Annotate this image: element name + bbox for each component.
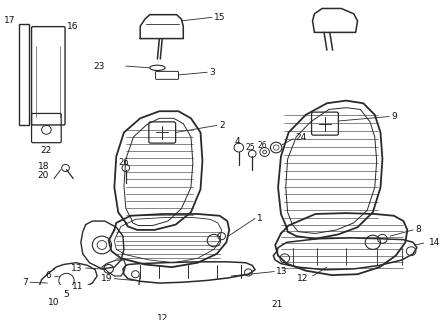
- Text: 12: 12: [297, 274, 309, 283]
- Text: 13: 13: [71, 264, 83, 273]
- Text: 11: 11: [72, 282, 84, 291]
- Bar: [19, 24, 29, 125]
- Text: 8: 8: [415, 225, 421, 234]
- Text: 23: 23: [93, 61, 105, 70]
- Text: 26: 26: [119, 158, 129, 167]
- Text: 6: 6: [45, 271, 51, 281]
- Text: 19: 19: [101, 274, 112, 283]
- Text: 3: 3: [209, 68, 215, 77]
- Text: 25: 25: [246, 143, 255, 152]
- Text: 21: 21: [271, 300, 283, 309]
- Text: 9: 9: [391, 112, 397, 121]
- Text: 18: 18: [38, 162, 49, 171]
- Text: 20: 20: [38, 172, 49, 180]
- Text: 5: 5: [64, 290, 69, 299]
- Text: 13: 13: [276, 267, 288, 276]
- Circle shape: [236, 300, 241, 305]
- Text: 22: 22: [41, 146, 52, 155]
- Text: 10: 10: [49, 298, 60, 307]
- Text: 1: 1: [257, 214, 263, 223]
- Text: 24: 24: [295, 133, 306, 142]
- Text: 4: 4: [234, 137, 240, 146]
- Text: 17: 17: [4, 16, 16, 25]
- Text: 26: 26: [258, 141, 268, 150]
- Text: 2: 2: [220, 121, 225, 130]
- Text: 16: 16: [67, 22, 78, 31]
- Text: 12: 12: [157, 314, 168, 320]
- Text: 14: 14: [430, 238, 441, 247]
- Text: 7: 7: [22, 278, 28, 287]
- Text: 15: 15: [214, 13, 225, 22]
